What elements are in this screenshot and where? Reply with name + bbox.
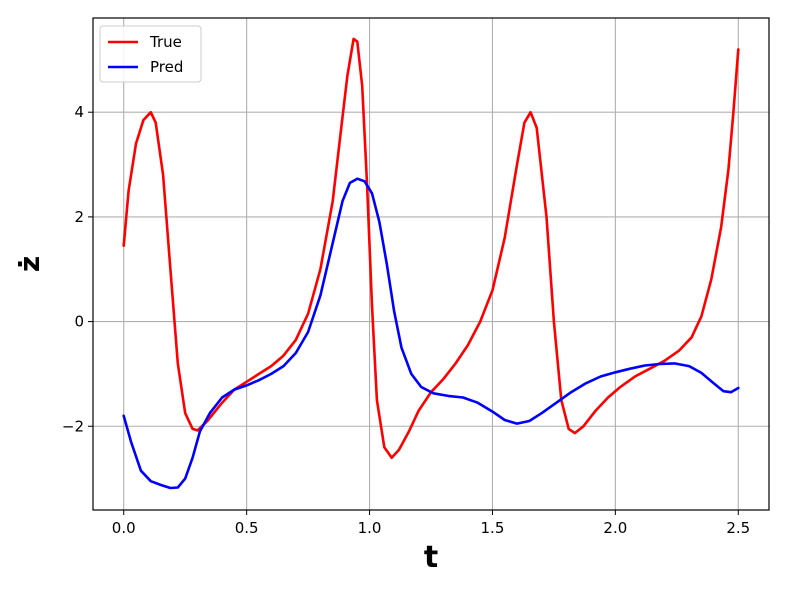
series-line-pred — [122, 177, 740, 490]
legend: True Pred — [99, 25, 202, 83]
plot-frame — [92, 17, 770, 511]
x-tick-label: 0.0 — [112, 519, 136, 537]
x-axis-label: t — [424, 540, 438, 575]
plot-series — [122, 37, 740, 490]
y-tick-label: −2 — [62, 417, 84, 435]
x-tick-label: 2.0 — [603, 519, 627, 537]
y-axis-label: ż — [13, 256, 46, 272]
x-tick-label: 1.0 — [358, 519, 382, 537]
x-tick-label: 1.5 — [481, 519, 505, 537]
series-line-true — [122, 37, 740, 460]
grid-lines — [93, 18, 769, 510]
legend-label-pred: Pred — [150, 58, 183, 76]
y-tick-label: 4 — [74, 103, 84, 121]
legend-label-true: True — [149, 33, 182, 51]
y-tick-label: 0 — [74, 313, 84, 331]
y-tick-label: 2 — [74, 208, 84, 226]
x-tick-label: 0.5 — [235, 519, 259, 537]
axis-ticks: 0.0 0.5 1.0 1.5 2.0 2.5 −2 0 2 4 — [62, 103, 750, 537]
x-tick-label: 2.5 — [726, 519, 750, 537]
